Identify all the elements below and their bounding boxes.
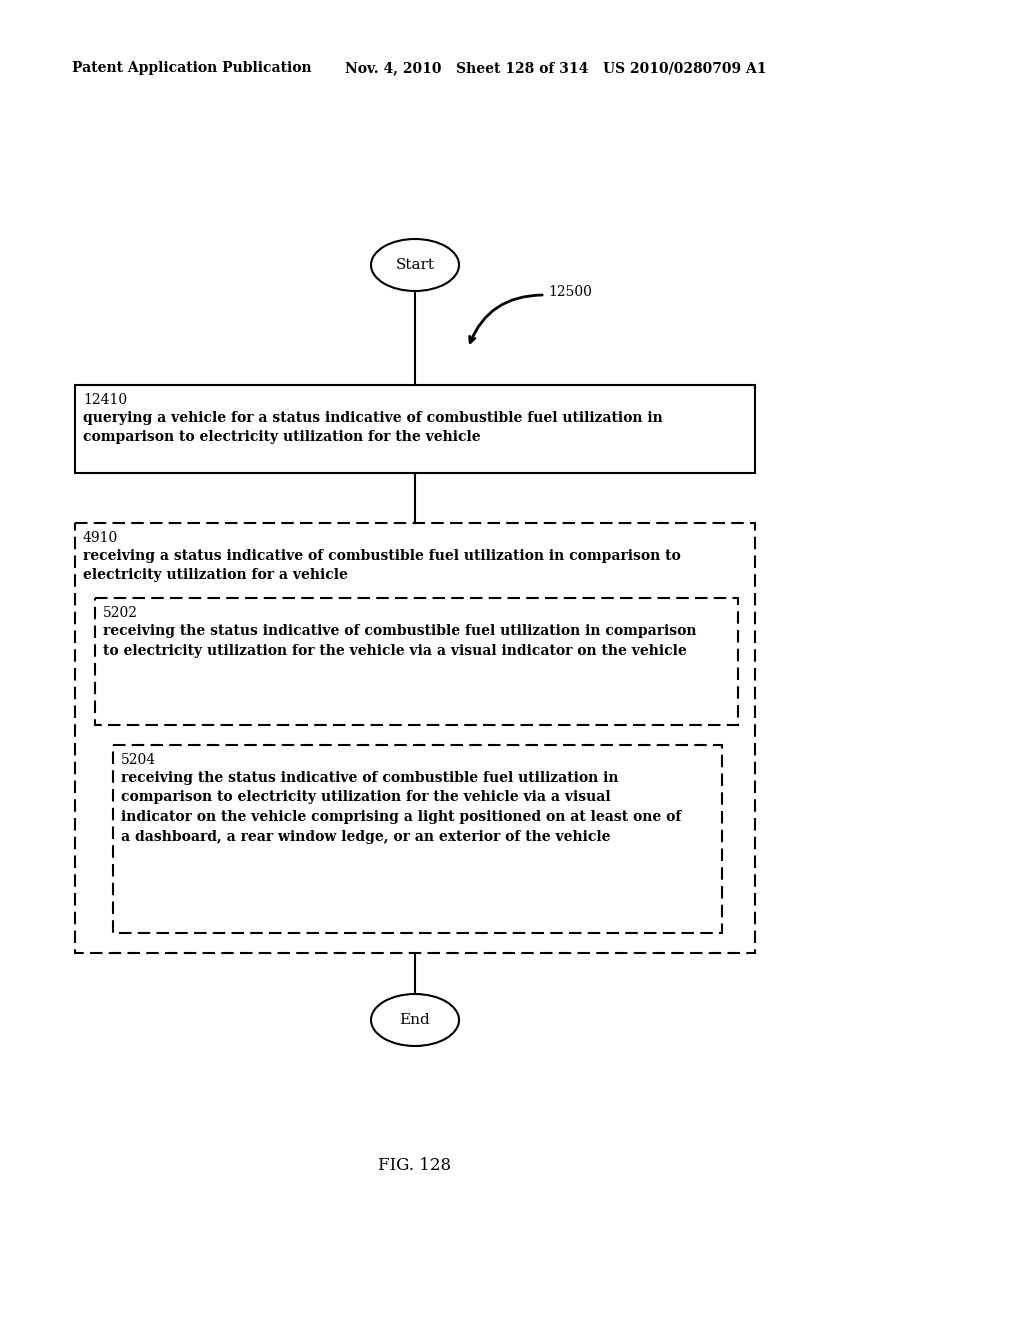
Text: receiving the status indicative of combustible fuel utilization in comparison
to: receiving the status indicative of combu… [103,624,696,657]
Text: receiving the status indicative of combustible fuel utilization in
comparison to: receiving the status indicative of combu… [121,771,681,843]
Bar [75,523,755,953]
Text: 5204: 5204 [121,752,156,767]
Text: querying a vehicle for a status indicative of combustible fuel utilization in
co: querying a vehicle for a status indicati… [83,411,663,445]
Text: FIG. 128: FIG. 128 [379,1156,452,1173]
Bar [95,598,738,725]
Text: End: End [399,1012,430,1027]
Text: 4910: 4910 [83,531,118,545]
Text: Nov. 4, 2010   Sheet 128 of 314   US 2010/0280709 A1: Nov. 4, 2010 Sheet 128 of 314 US 2010/02… [345,61,767,75]
Text: Start: Start [395,257,434,272]
Text: 5202: 5202 [103,606,138,620]
Bar [75,385,755,473]
Text: receiving a status indicative of combustible fuel utilization in comparison to
e: receiving a status indicative of combust… [83,549,681,582]
Bar [113,744,722,933]
Text: Patent Application Publication: Patent Application Publication [72,61,311,75]
Text: 12410: 12410 [83,393,127,407]
Text: 12500: 12500 [548,285,592,300]
